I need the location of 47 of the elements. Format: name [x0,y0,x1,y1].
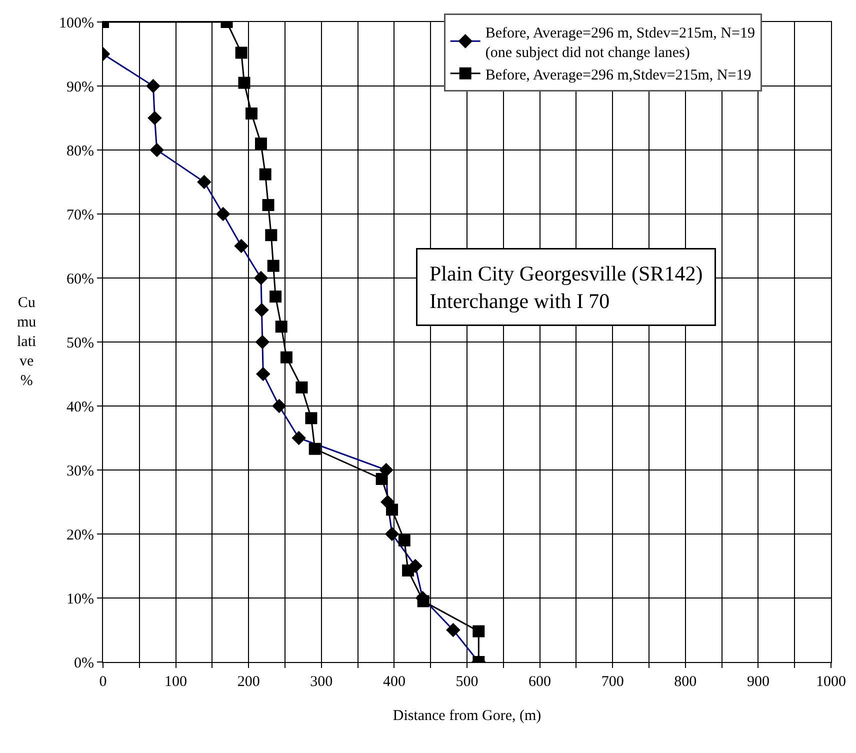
point [386,504,398,516]
x-tick-label: 800 [674,674,697,690]
x-tick-label: 900 [746,674,770,690]
y-tick-label: 10% [66,591,94,608]
x-tick-label: 0 [99,674,107,690]
y-tick-label: 20% [66,527,94,544]
x-tick-label: 1000 [816,674,846,690]
y-tick-label: 70% [66,207,94,224]
y-tick-label: 100% [59,15,94,32]
annotation: Plain City Georgesville (SR142) Interchange with I 70 [430,262,703,313]
y-tick-label: 60% [66,271,94,288]
x-tick-label: 400 [382,674,406,690]
point [254,138,267,150]
x-tick-label: 600 [528,674,552,690]
point [262,199,274,212]
point [235,46,248,59]
point [265,229,278,242]
y-tick-label: 80% [66,143,94,160]
x-axis-title: Distance from Gore, (m) [392,708,542,724]
x-tick-label: 700 [601,674,624,690]
x-tick-label: 300 [310,674,333,690]
y-tick-label: 40% [66,399,94,416]
point [402,564,414,576]
point [280,351,292,364]
point [305,412,318,424]
point [259,168,272,180]
point [275,320,288,333]
y-tick-label: 90% [66,79,94,96]
point [417,595,430,608]
legend-label: Before, Average=296 m, Stdev=215m, N=19 (one subject did not change lanes) [485,25,755,61]
point [296,381,308,394]
x-tick-label: 200 [237,674,260,690]
x-tick-label: 100 [164,674,188,690]
point [398,534,410,546]
y-tick-label: 0% [74,655,94,672]
point [376,472,388,485]
y-axis-title: Cumulative % [17,295,37,389]
x-tick-label: 500 [456,674,478,690]
point [238,76,250,89]
point [246,108,258,120]
point [472,625,485,638]
point [308,442,321,455]
y-tick-label: 50% [66,335,94,352]
point [267,260,280,272]
point [270,290,282,303]
y-tick-label: 30% [66,463,94,480]
legend-label: Before, Average=296 m,Stdev=215m, N=19 [485,67,752,84]
